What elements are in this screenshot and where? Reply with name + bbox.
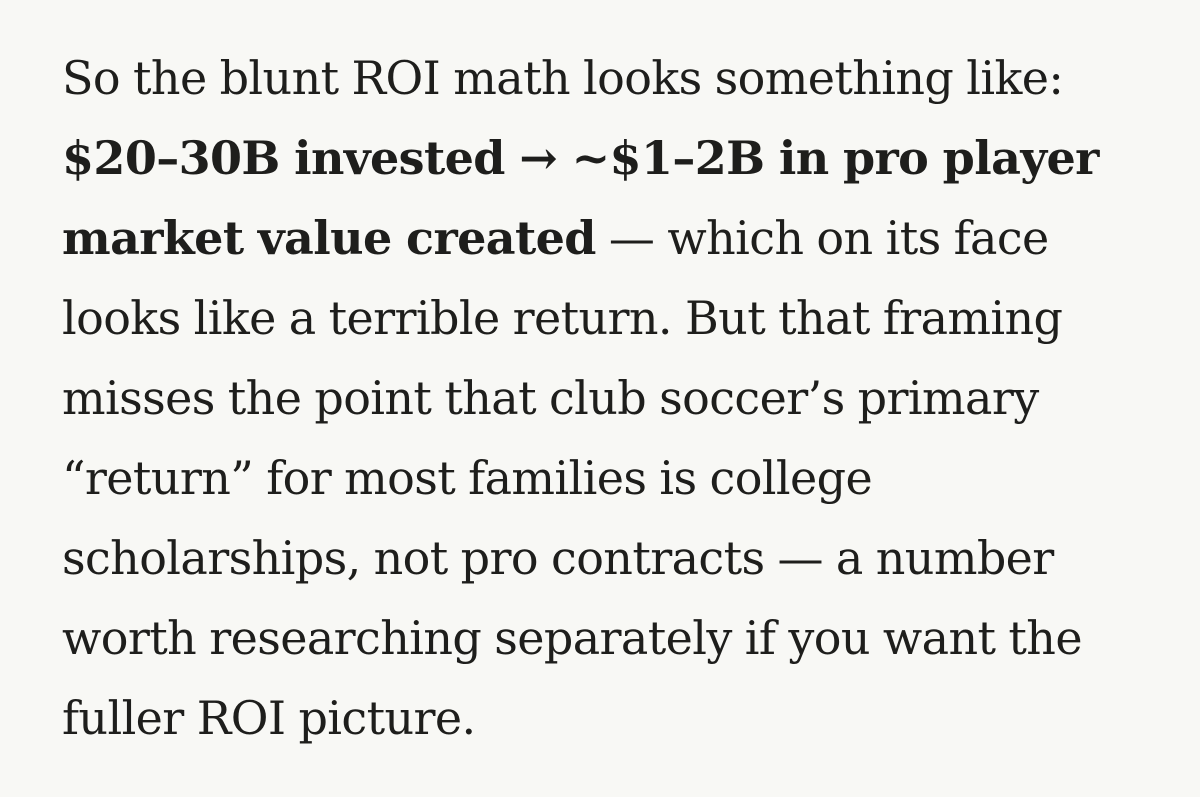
roi-highlight-text: $20–30B invested → ~$1–2B in pro player … xyxy=(62,131,1099,265)
intro-text: So the blunt ROI math looks something li… xyxy=(62,51,1064,105)
body-text: — which on its face looks like a terribl… xyxy=(62,211,1083,745)
article-paragraph: So the blunt ROI math looks something li… xyxy=(62,38,1160,758)
